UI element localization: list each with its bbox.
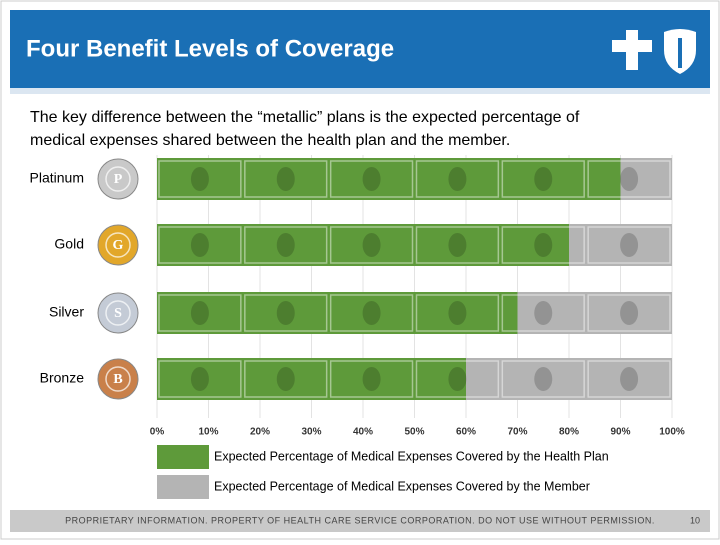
- bill-outline: [587, 360, 671, 398]
- medal: [97, 358, 139, 400]
- bar-segment: [157, 224, 569, 266]
- bill-outline: [501, 294, 585, 332]
- slide-title: Four Benefit Levels of Coverage: [26, 35, 394, 62]
- bill-outline: [244, 226, 328, 264]
- bill-outline: [158, 294, 242, 332]
- bar-segment: [569, 224, 672, 266]
- bill-portrait: [534, 167, 553, 191]
- bill-portrait: [362, 301, 381, 325]
- bar-segment: [517, 292, 672, 334]
- bill-portrait: [362, 233, 381, 257]
- bill-outline: [587, 160, 671, 198]
- bar-segment: [157, 358, 466, 400]
- logo: [612, 29, 696, 74]
- x-tick-label: 20%: [250, 427, 270, 438]
- bill-outline: [329, 160, 414, 198]
- bill-outline: [158, 160, 242, 198]
- bill-portrait: [620, 301, 639, 325]
- bill-portrait: [534, 233, 553, 257]
- bar-segment: [157, 158, 621, 200]
- legend-swatch: [157, 475, 209, 499]
- x-tick-label: 50%: [404, 427, 424, 438]
- category-label: Bronze: [40, 370, 85, 386]
- footer-text: PROPRIETARY INFORMATION. PROPERTY OF HEA…: [65, 515, 655, 525]
- bill-portrait: [362, 167, 381, 191]
- x-tick-label: 40%: [353, 427, 373, 438]
- medal-inner: [105, 366, 131, 392]
- bill-portrait: [448, 367, 467, 391]
- bill-outline: [501, 360, 585, 398]
- bill-portrait: [620, 167, 639, 191]
- bill-portrait: [448, 233, 467, 257]
- bill-outline: [415, 160, 500, 198]
- bill-portrait: [448, 167, 467, 191]
- medal: [97, 292, 139, 334]
- x-tick-label: 90%: [610, 427, 630, 438]
- bill-portrait: [190, 367, 209, 391]
- bill-outline: [415, 294, 500, 332]
- bill-portrait: [620, 367, 639, 391]
- bill-outline: [329, 226, 414, 264]
- header-band: [10, 10, 710, 88]
- legend-label: Expected Percentage of Medical Expenses …: [214, 479, 590, 493]
- bill-outline: [158, 360, 242, 398]
- bill-portrait: [534, 301, 553, 325]
- bill-outline: [244, 360, 328, 398]
- body-text: The key difference between the “metallic…: [30, 109, 580, 126]
- bill-portrait: [276, 367, 295, 391]
- medal: [97, 158, 139, 200]
- category-label: Gold: [54, 236, 84, 252]
- bill-portrait: [448, 301, 467, 325]
- bill-outline: [158, 226, 242, 264]
- bar-segment: [620, 158, 672, 200]
- bill-portrait: [276, 301, 295, 325]
- bill-outline: [329, 360, 414, 398]
- x-tick-label: 70%: [507, 427, 527, 438]
- bill-portrait: [620, 233, 639, 257]
- bill-portrait: [534, 367, 553, 391]
- category-label: Silver: [49, 304, 84, 320]
- bill-outline: [587, 294, 671, 332]
- bar-segment: [466, 358, 672, 400]
- x-tick-label: 30%: [301, 427, 321, 438]
- header-shadow: [10, 88, 710, 94]
- x-tick-label: 100%: [659, 427, 685, 438]
- chart: 0% 10% 20% 30% 40% 50% 60% 70% 80% 90% 100% Platinu…: [30, 155, 685, 499]
- page-number: 10: [690, 515, 700, 525]
- bill-portrait: [276, 233, 295, 257]
- bill-outline: [501, 226, 585, 264]
- bill-portrait: [190, 233, 209, 257]
- x-tick-label: 80%: [559, 427, 579, 438]
- bill-portrait: [190, 167, 209, 191]
- bill-outline: [587, 226, 671, 264]
- bill-outline: [329, 294, 414, 332]
- bill-outline: [501, 160, 585, 198]
- x-tick-label: 0%: [150, 427, 165, 438]
- medal-inner: [105, 166, 131, 192]
- bill-portrait: [276, 167, 295, 191]
- bill-outline: [244, 294, 328, 332]
- medal: [97, 224, 139, 266]
- bill-outline: [415, 360, 500, 398]
- bill-outline: [244, 160, 328, 198]
- legend-label: Expected Percentage of Medical Expenses …: [214, 449, 609, 463]
- legend-swatch: [157, 445, 209, 469]
- medal-letter: S: [114, 306, 122, 321]
- medal-letter: B: [113, 372, 122, 387]
- bar-segment: [157, 292, 518, 334]
- medal-letter: G: [113, 238, 124, 253]
- x-tick-label: 10%: [198, 427, 218, 438]
- footer-band: [10, 510, 710, 532]
- category-label: Platinum: [30, 170, 84, 186]
- bill-portrait: [362, 367, 381, 391]
- medal-inner: [105, 232, 131, 258]
- bill-outline: [415, 226, 500, 264]
- body-text: medical expenses shared between the heal…: [30, 132, 510, 149]
- x-tick-label: 60%: [456, 427, 476, 438]
- medal-inner: [105, 300, 131, 326]
- bill-portrait: [190, 301, 209, 325]
- medal-letter: P: [114, 172, 123, 187]
